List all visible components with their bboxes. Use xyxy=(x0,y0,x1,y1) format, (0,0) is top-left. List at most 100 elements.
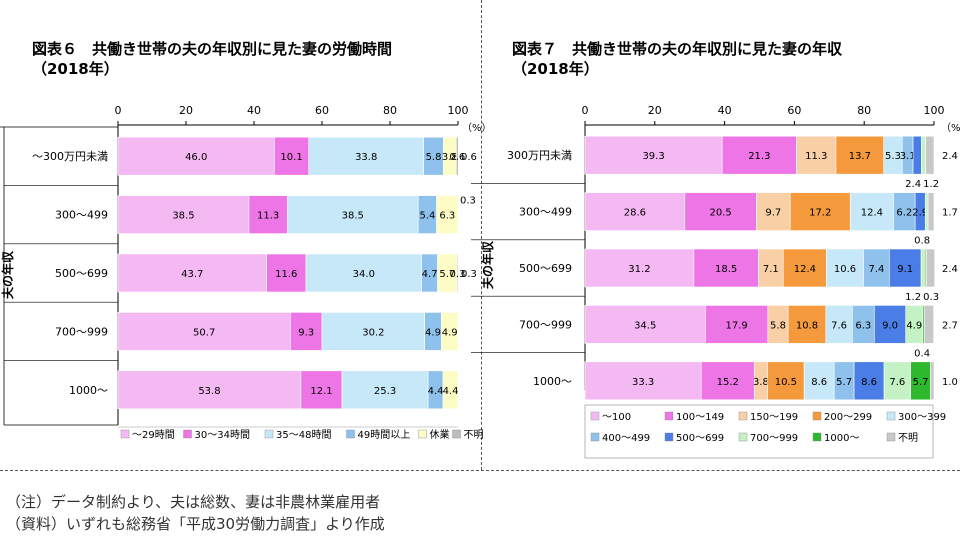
chart6-data-label: 38.5 xyxy=(342,211,364,222)
chart6-bar-segment xyxy=(442,370,459,410)
chart7-data-label: 3.1 xyxy=(900,151,916,162)
chart6-data-label: 0.3 xyxy=(450,269,466,280)
chart7-legend-label: ～100 xyxy=(602,412,631,423)
chart7-data-label: 12.4 xyxy=(794,264,816,275)
chart6-x-tick-label: 100 xyxy=(448,104,469,117)
chart7-bar-segment xyxy=(700,361,755,401)
chart7-data-label: 7.6 xyxy=(831,320,847,331)
chart6-bar-segment xyxy=(248,195,288,234)
chart7-bar-segment xyxy=(787,305,827,344)
chart6-data-label: 11.6 xyxy=(275,269,297,280)
chart7-legend-swatch xyxy=(664,432,674,442)
chart6-legend-label: 休業 xyxy=(430,428,450,441)
chart6-bar-segment xyxy=(287,195,419,234)
chart7-outside-label: 2.4 xyxy=(942,151,958,162)
chart7-bar-segment xyxy=(927,192,935,231)
chart7-outside-label: 1.0 xyxy=(942,377,958,388)
chart6-legend-swatch xyxy=(183,429,192,439)
chart7-data-label: 31.2 xyxy=(628,264,650,275)
note-text: （注）データ制約より、夫は総数、妻は非農林業雇用者 xyxy=(6,493,381,511)
chart6-data-label: 0.6 xyxy=(449,152,465,163)
chart7-legend-swatch xyxy=(738,411,748,421)
chart6-data-label: 4.4 xyxy=(443,386,459,397)
chart7-data-label: 8.6 xyxy=(861,377,877,388)
chart6-category-label: 300～499 xyxy=(55,209,108,222)
chart7-data-label: 34.5 xyxy=(634,320,656,331)
chart6-bar-segment xyxy=(305,253,422,293)
chart7-data-label: 7.4 xyxy=(868,264,884,275)
chart7-outside-label: 1.2 xyxy=(923,179,939,190)
chart7-bar-segment xyxy=(849,192,894,231)
chart7-data-label: 9.0 xyxy=(882,320,898,331)
chart6-data-label: 4.7 xyxy=(422,269,438,280)
chart6-bar-segment xyxy=(117,136,275,176)
chart6-outside-label: 0.3 xyxy=(460,196,476,207)
chart7-bar-segment xyxy=(693,248,759,288)
chart7-x-tick-label: 20 xyxy=(648,104,662,117)
chart6-bar-segment xyxy=(341,370,429,410)
chart7-outside-label: 2.4 xyxy=(905,179,921,190)
chart6-data-label: 3.8 xyxy=(442,152,458,163)
chart7-data-label: 7.1 xyxy=(763,264,779,275)
chart6-data-label: 10.1 xyxy=(280,152,302,163)
chart7-data-label: 39.3 xyxy=(642,151,664,162)
chart7-bar-segment xyxy=(930,361,935,401)
chart6-legend-label: 49時間以上 xyxy=(358,429,411,441)
chart7-bar-segment xyxy=(796,135,837,175)
chart6-data-label: 25.3 xyxy=(374,386,396,397)
chart6-bar-segment xyxy=(117,253,267,293)
chart6-legend-label: 35～48時間 xyxy=(276,429,331,441)
chart7-bar-segment xyxy=(756,192,791,231)
chart7-bar-segment xyxy=(874,305,907,344)
chart6-title: 図表６ 共働き世帯の夫の年収別に見た妻の労働時間 xyxy=(32,40,393,58)
chart7-category-label: 1000～ xyxy=(533,375,572,388)
chart7-bar-segment xyxy=(758,248,784,288)
chart7-legend-label: 150～199 xyxy=(750,412,798,423)
chart7-unit-label: （%） xyxy=(941,122,960,134)
chart7-bar-segment xyxy=(883,361,911,401)
chart6-x-tick-label: 80 xyxy=(383,104,397,117)
chart7-x-tick-label: 60 xyxy=(787,104,801,117)
chart7-bar-segment xyxy=(889,248,922,288)
chart7-bar-segment xyxy=(584,248,695,288)
chart7-bar-segment xyxy=(584,361,702,401)
chart7-bar-segment xyxy=(584,305,706,344)
chart7-bar-segment xyxy=(721,135,797,175)
chart7-data-label: 7.6 xyxy=(889,377,905,388)
chart7-legend-swatch xyxy=(738,432,748,442)
chart7-data-label: 13.7 xyxy=(849,151,871,162)
chart7-outside-label: 2.4 xyxy=(942,264,958,275)
chart7-legend-swatch xyxy=(812,432,822,442)
chart7-category-label: 300万円未満 xyxy=(507,149,572,162)
chart6-data-label: 4.9 xyxy=(442,327,458,338)
chart6-bar-segment xyxy=(117,195,250,234)
chart7-legend-label: 400～499 xyxy=(602,433,650,444)
chart7-legend-swatch xyxy=(812,411,822,421)
chart6-data-label: 33.8 xyxy=(355,152,377,163)
chart7-bar-segment xyxy=(925,135,935,175)
chart7-data-label: 3.8 xyxy=(753,377,769,388)
chart6-subtitle: （2018年） xyxy=(32,60,119,78)
chart7-legend-label: 500～699 xyxy=(676,433,724,444)
chart6-bar-segment xyxy=(300,370,343,410)
chart7-data-label: 12.4 xyxy=(861,208,883,219)
chart6-data-label: 11.3 xyxy=(257,211,279,222)
chart6-data-label: 50.7 xyxy=(193,327,215,338)
chart6-bar-segment xyxy=(436,195,459,234)
chart7-bar-segment xyxy=(584,135,723,175)
chart6-legend-label: 30～34時間 xyxy=(195,429,250,441)
chart7-legend-swatch xyxy=(590,432,600,442)
chart7-data-label: 11.3 xyxy=(805,151,827,162)
chart7-data-label: 18.5 xyxy=(715,264,737,275)
chart6-legend-swatch xyxy=(452,429,461,439)
chart6-outside-label: 0.3 xyxy=(461,269,477,280)
chart6-data-label: 43.7 xyxy=(181,269,203,280)
chart6-bar-segment xyxy=(308,136,424,176)
chart7-bar-segment xyxy=(705,305,769,344)
chart6-data-label: 6.3 xyxy=(439,211,455,222)
chart7-data-label: 5.3 xyxy=(885,151,901,162)
chart7-data-label: 4.9 xyxy=(906,320,922,331)
chart6-bar-segment xyxy=(290,312,323,351)
chart6-data-label: 46.0 xyxy=(185,152,207,163)
